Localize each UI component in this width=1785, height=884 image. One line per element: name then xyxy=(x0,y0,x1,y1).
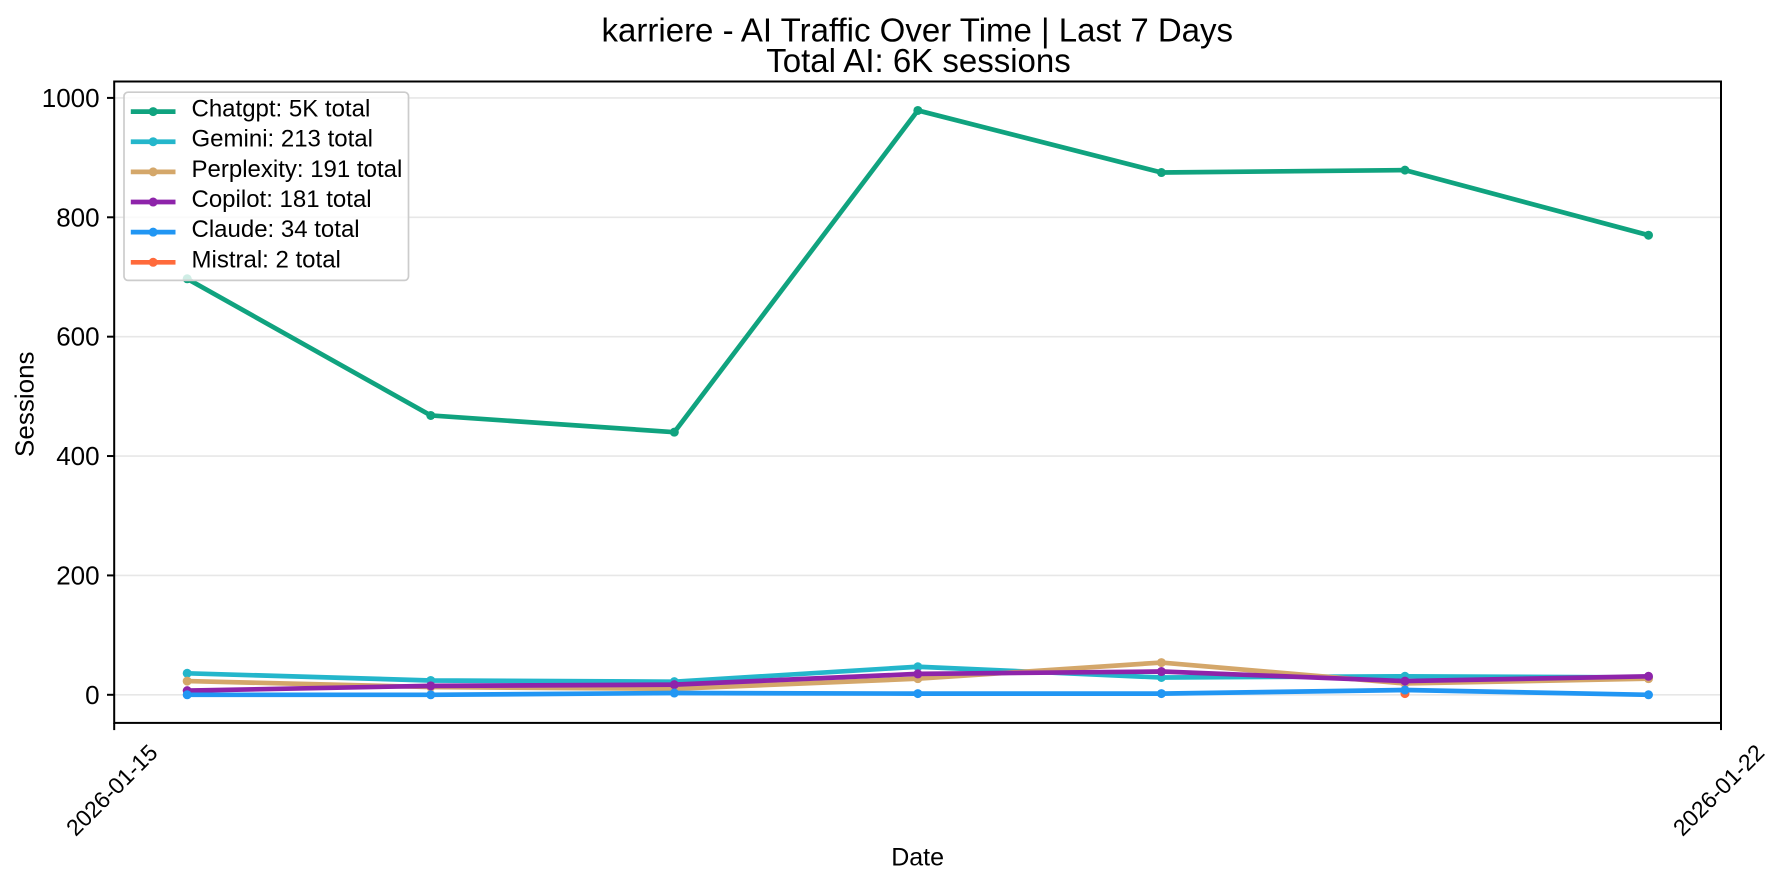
svg-text:Date: Date xyxy=(891,843,944,871)
svg-text:600: 600 xyxy=(56,322,99,352)
svg-text:1000: 1000 xyxy=(42,83,100,113)
svg-text:Mistral: 2 total: Mistral: 2 total xyxy=(192,246,341,273)
svg-text:0: 0 xyxy=(85,680,99,710)
svg-text:Perplexity: 191 total: Perplexity: 191 total xyxy=(192,156,403,183)
svg-text:Sessions: Sessions xyxy=(10,351,40,457)
svg-text:Chatgpt: 5K total: Chatgpt: 5K total xyxy=(192,96,371,123)
svg-text:karriere - AI Traffic Over Tim: karriere - AI Traffic Over Time | Last 7… xyxy=(602,11,1233,48)
svg-text:200: 200 xyxy=(56,560,99,590)
svg-text:Total AI: 6K sessions: Total AI: 6K sessions xyxy=(766,42,1071,79)
svg-text:Copilot: 181 total: Copilot: 181 total xyxy=(192,186,372,213)
svg-text:Claude: 34 total: Claude: 34 total xyxy=(192,216,360,243)
svg-text:Gemini: 213 total: Gemini: 213 total xyxy=(192,126,373,153)
svg-text:800: 800 xyxy=(56,202,99,232)
svg-text:400: 400 xyxy=(56,441,99,471)
